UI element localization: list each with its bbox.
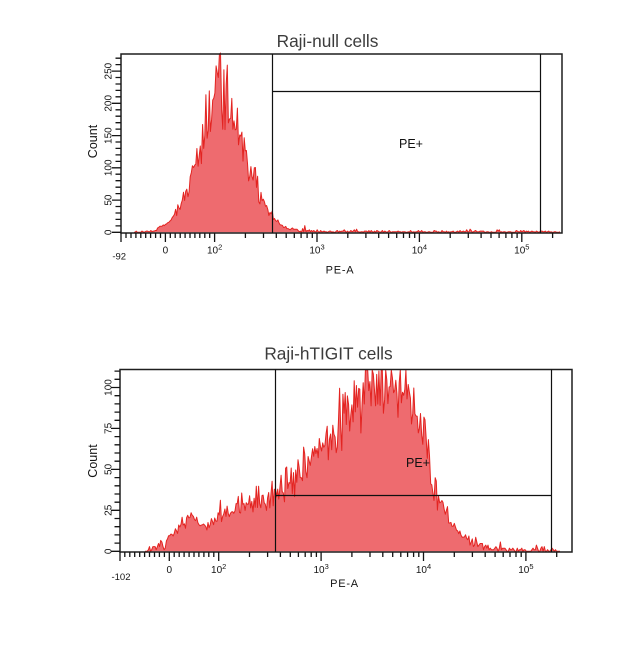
svg-text:0: 0 [104,229,115,235]
svg-text:PE-A: PE-A [330,578,359,590]
svg-text:100: 100 [104,159,115,176]
svg-text:25: 25 [104,504,115,516]
svg-text:50: 50 [104,463,115,475]
svg-text:200: 200 [104,95,115,112]
svg-text:-92: -92 [112,252,126,263]
svg-text:250: 250 [104,62,115,79]
svg-text:PE+: PE+ [406,456,430,470]
svg-text:50: 50 [104,194,115,206]
svg-text:PE+: PE+ [399,137,423,151]
svg-text:100: 100 [104,379,115,396]
svg-text:0: 0 [167,565,173,576]
svg-text:150: 150 [104,127,115,144]
svg-text:0: 0 [104,548,115,554]
svg-text:Raji-null cells: Raji-null cells [277,31,379,51]
svg-text:-102: -102 [111,572,130,583]
svg-text:0: 0 [163,246,169,257]
svg-text:PE-A: PE-A [326,265,355,277]
svg-text:Count: Count [86,444,100,478]
svg-text:75: 75 [104,422,115,434]
svg-text:Raji-hTIGIT cells: Raji-hTIGIT cells [264,344,393,364]
svg-text:Count: Count [86,124,100,158]
